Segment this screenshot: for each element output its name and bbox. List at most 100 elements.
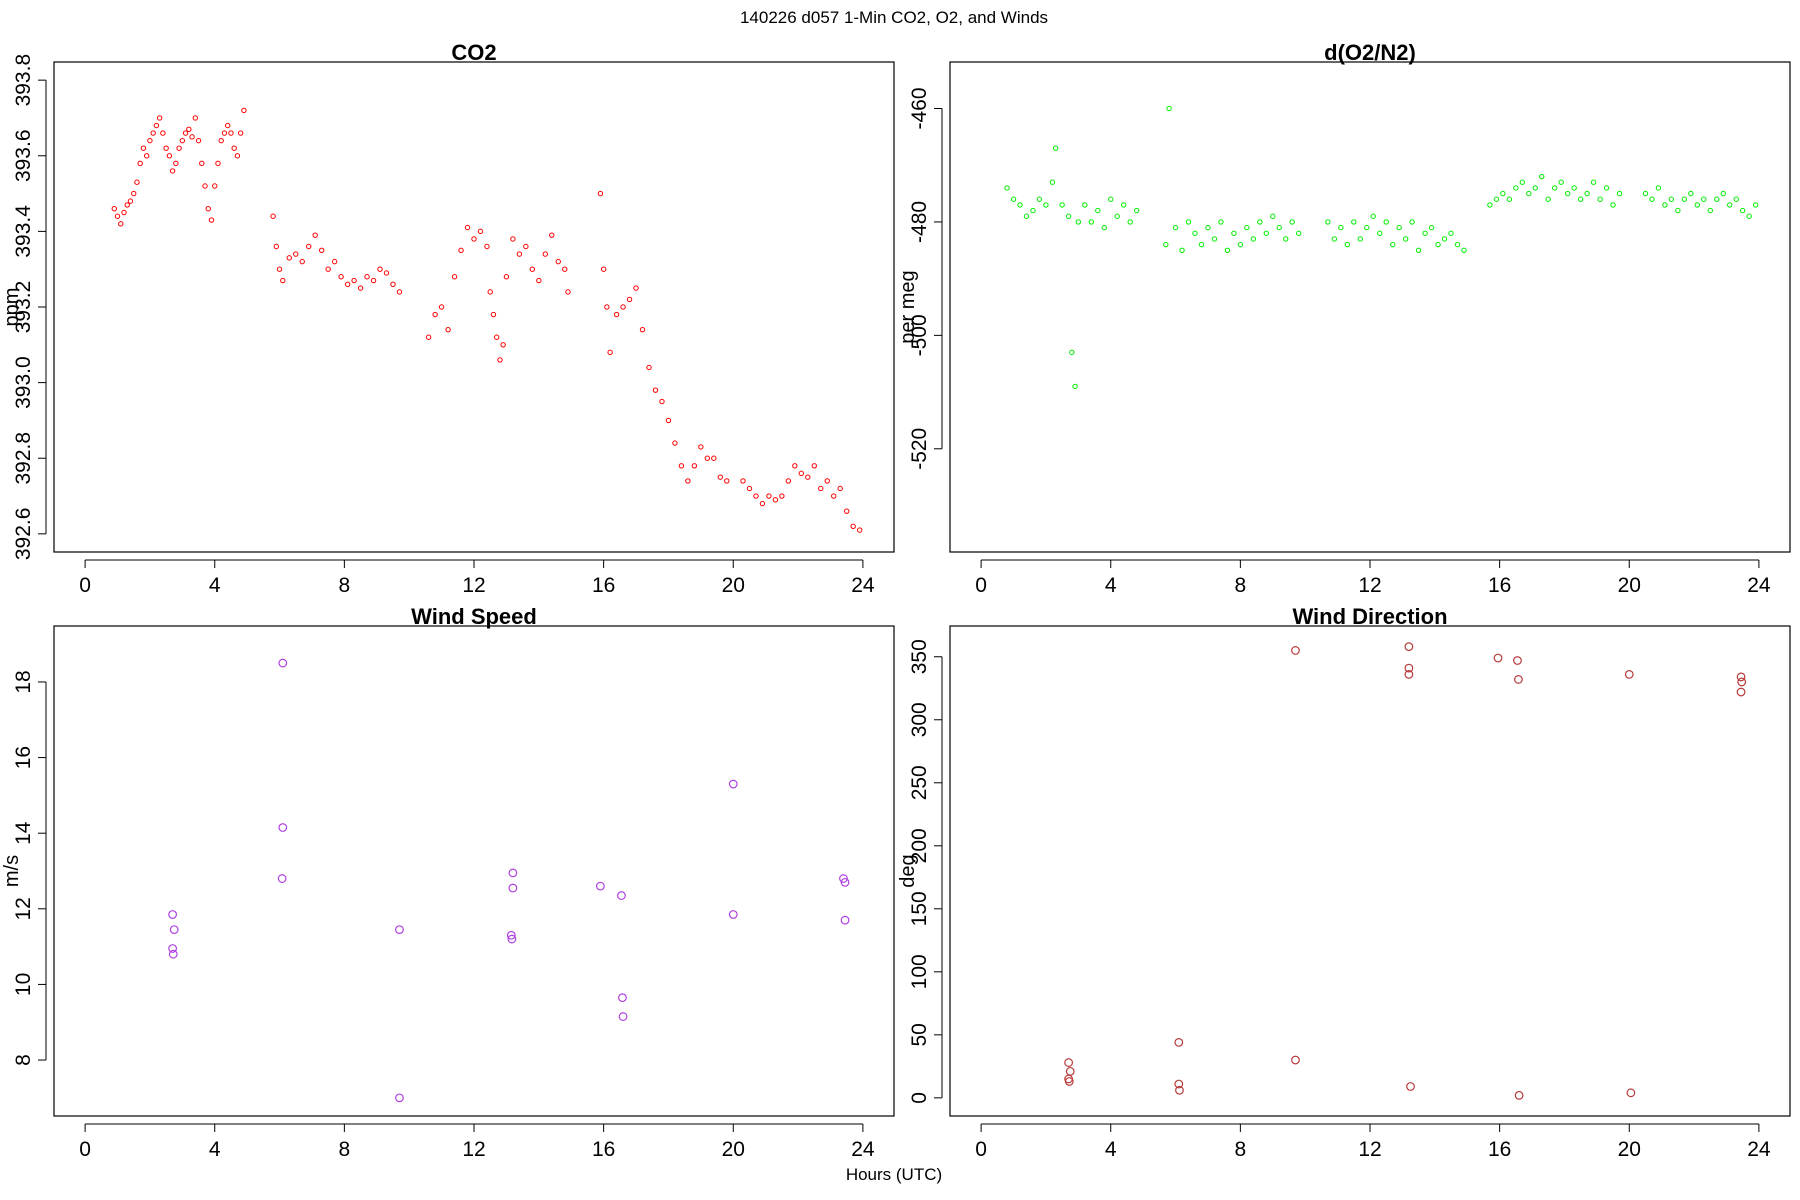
data-point: [562, 266, 568, 272]
data-point: [458, 247, 464, 253]
data-point: [620, 304, 626, 310]
data-point: [1030, 207, 1036, 214]
data-point: [507, 934, 517, 944]
data-point: [746, 485, 753, 492]
y-tick-label: 392.6: [12, 508, 35, 561]
data-point: [1004, 185, 1010, 191]
y-tick-label: 10: [12, 973, 35, 996]
data-point: [270, 213, 276, 219]
data-point: [1649, 196, 1655, 202]
data-point: [276, 266, 283, 272]
data-point: [487, 289, 493, 295]
y-axis-label: ppm: [1, 288, 23, 327]
data-point: [711, 455, 717, 461]
data-point: [510, 236, 516, 242]
data-point: [633, 285, 639, 291]
data-point: [1404, 669, 1414, 679]
data-point: [1610, 202, 1616, 208]
data-point: [685, 478, 691, 484]
data-point: [1493, 653, 1503, 663]
data-point: [1108, 196, 1114, 202]
data-point: [202, 183, 208, 189]
data-point: [555, 258, 561, 265]
x-tick-label: 16: [1488, 1138, 1511, 1161]
data-point: [1069, 349, 1075, 356]
x-tick-label: 12: [1358, 574, 1381, 597]
y-tick-label: 200: [908, 828, 931, 863]
x-tick-label: 20: [1618, 1138, 1641, 1161]
data-point: [1283, 236, 1289, 242]
data-point: [186, 126, 192, 132]
x-tick-label: 12: [1358, 1138, 1381, 1161]
data-point: [1404, 663, 1414, 673]
x-tick-label: 16: [1488, 574, 1511, 597]
data-point: [237, 130, 244, 136]
y-tick-label: 393.6: [12, 129, 35, 182]
panel-wind-direction: Wind Direction deg 0 4 8 12 16 20 24 0 50 100 150 2…: [897, 604, 1791, 1161]
data-point: [425, 334, 432, 340]
data-point: [312, 232, 318, 238]
data-point: [293, 251, 299, 257]
data-point: [150, 130, 156, 136]
data-point: [1737, 677, 1747, 687]
data-point: [831, 493, 837, 499]
data-point: [1441, 236, 1448, 242]
data-point: [1010, 196, 1017, 202]
data-point: [118, 221, 124, 227]
plot-frame: [53, 61, 895, 553]
data-point: [131, 190, 137, 197]
data-point: [1244, 224, 1250, 231]
data-point: [1545, 196, 1551, 202]
data-point: [153, 122, 160, 129]
data-point: [189, 134, 195, 140]
data-point: [1257, 219, 1263, 225]
data-point: [1736, 687, 1746, 697]
data-point: [1064, 1077, 1074, 1086]
data-point: [1681, 196, 1688, 202]
data-point: [395, 925, 404, 935]
data-point: [364, 274, 370, 280]
y-tick-label: 150: [908, 891, 931, 926]
data-point: [1325, 219, 1331, 225]
data-point: [1291, 1055, 1300, 1065]
data-point: [1017, 202, 1023, 208]
data-point: [1166, 105, 1172, 112]
data-point: [147, 137, 153, 144]
data-point: [691, 463, 698, 469]
data-point: [140, 145, 147, 151]
data-point: [1616, 190, 1623, 197]
data-point: [493, 334, 500, 340]
data-point: [199, 160, 205, 167]
data-point: [617, 891, 626, 900]
x-tick-label: 8: [339, 1138, 351, 1161]
data-point: [111, 205, 117, 212]
x-tick-label: 8: [1235, 574, 1247, 597]
data-point: [273, 243, 280, 250]
data-point: [792, 463, 798, 469]
data-point: [1224, 247, 1231, 253]
data-point: [168, 910, 178, 919]
data-point: [221, 130, 228, 136]
data-point: [205, 205, 211, 212]
data-point: [1088, 219, 1094, 225]
data-point: [1174, 1079, 1184, 1089]
data-point: [1396, 224, 1402, 231]
data-point: [1558, 179, 1564, 185]
data-point: [278, 823, 288, 832]
data-point: [652, 387, 659, 393]
data-point: [1250, 236, 1257, 242]
data-point: [351, 277, 357, 284]
data-point: [1043, 202, 1049, 208]
y-tick-label: -460: [908, 87, 931, 129]
data-point: [542, 251, 548, 257]
data-point: [837, 485, 843, 492]
data-point: [1694, 202, 1701, 208]
data-point: [1052, 145, 1059, 151]
data-point: [1364, 224, 1370, 231]
y-axis-label: m/s: [1, 855, 23, 887]
data-point: [1752, 202, 1759, 208]
data-point: [1211, 236, 1218, 242]
data-point: [1500, 190, 1506, 197]
data-point: [1370, 213, 1376, 219]
figure-xlabel: Hours (UTC): [846, 1165, 942, 1184]
